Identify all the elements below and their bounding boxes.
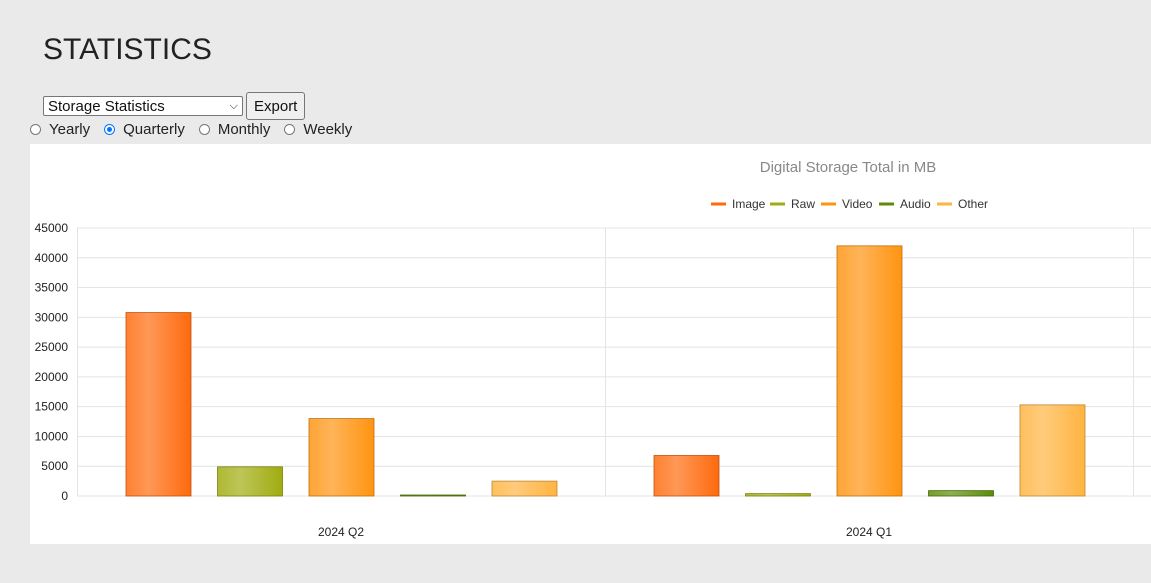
x-category-label: 2024 Q2 [318,525,364,539]
statistics-type-value: Storage Statistics [48,97,165,115]
legend-label-video: Video [842,197,873,211]
statistics-type-select[interactable]: Storage Statistics ⌵ [43,96,243,116]
chart-title: Digital Storage Total in MB [760,159,936,176]
radio-monthly[interactable]: Monthly [198,121,271,138]
bar-raw-2024-q2 [217,466,283,497]
radio-monthly-circle[interactable] [198,124,210,135]
y-tick-label: 10000 [35,429,69,443]
y-tick-label: 0 [61,489,68,503]
radio-quarterly-circle[interactable] [104,124,116,135]
y-tick-label: 45000 [35,221,69,235]
bar-audio-2024-q2 [400,494,466,497]
radio-yearly-circle[interactable] [30,124,41,135]
bar-audio-2024-q1 [928,490,994,497]
y-tick-label: 30000 [35,310,69,324]
y-tick-label: 40000 [35,251,69,265]
radio-weekly[interactable]: Weekly [284,121,352,138]
y-tick-label: 15000 [35,400,69,414]
bar-video-2024-q1 [836,245,903,497]
x-category-label: 2024 Q1 [846,525,892,539]
page-title: STATISTICS [43,33,212,66]
bar-image-2024-q1 [653,455,720,497]
radio-yearly[interactable]: Yearly [30,121,90,138]
bar-raw-2024-q1 [745,493,811,497]
controls-row: Storage Statistics ⌵ Export [43,92,306,120]
y-tick-label: 20000 [35,370,69,384]
period-radio-group: Yearly Quarterly Monthly Weekly [30,121,366,138]
bar-other-2024-q1 [1019,404,1086,497]
legend-label-image: Image [732,197,766,211]
radio-weekly-label: Weekly [303,121,353,138]
bar-video-2024-q2 [308,418,375,497]
legend-label-raw: Raw [791,197,815,211]
bar-other-2024-q2 [491,480,558,497]
radio-quarterly[interactable]: Quarterly [104,121,185,138]
chevron-down-icon: ⌵ [229,99,238,112]
export-button[interactable]: Export [246,92,306,120]
radio-yearly-label: Yearly [49,121,91,138]
chart-panel: Digital Storage Total in MB Image Raw Video… [30,144,1151,544]
bar-image-2024-q2 [125,312,192,497]
radio-monthly-label: Monthly [217,121,271,138]
y-tick-label: 35000 [35,281,69,295]
legend-label-other: Other [958,197,988,211]
legend-label-audio: Audio [900,197,931,211]
storage-chart: Digital Storage Total in MB Image Raw Video… [35,159,1151,539]
radio-weekly-circle[interactable] [284,124,296,135]
y-tick-label: 5000 [41,459,68,473]
y-tick-label: 25000 [35,340,69,354]
radio-quarterly-label: Quarterly [123,121,185,138]
